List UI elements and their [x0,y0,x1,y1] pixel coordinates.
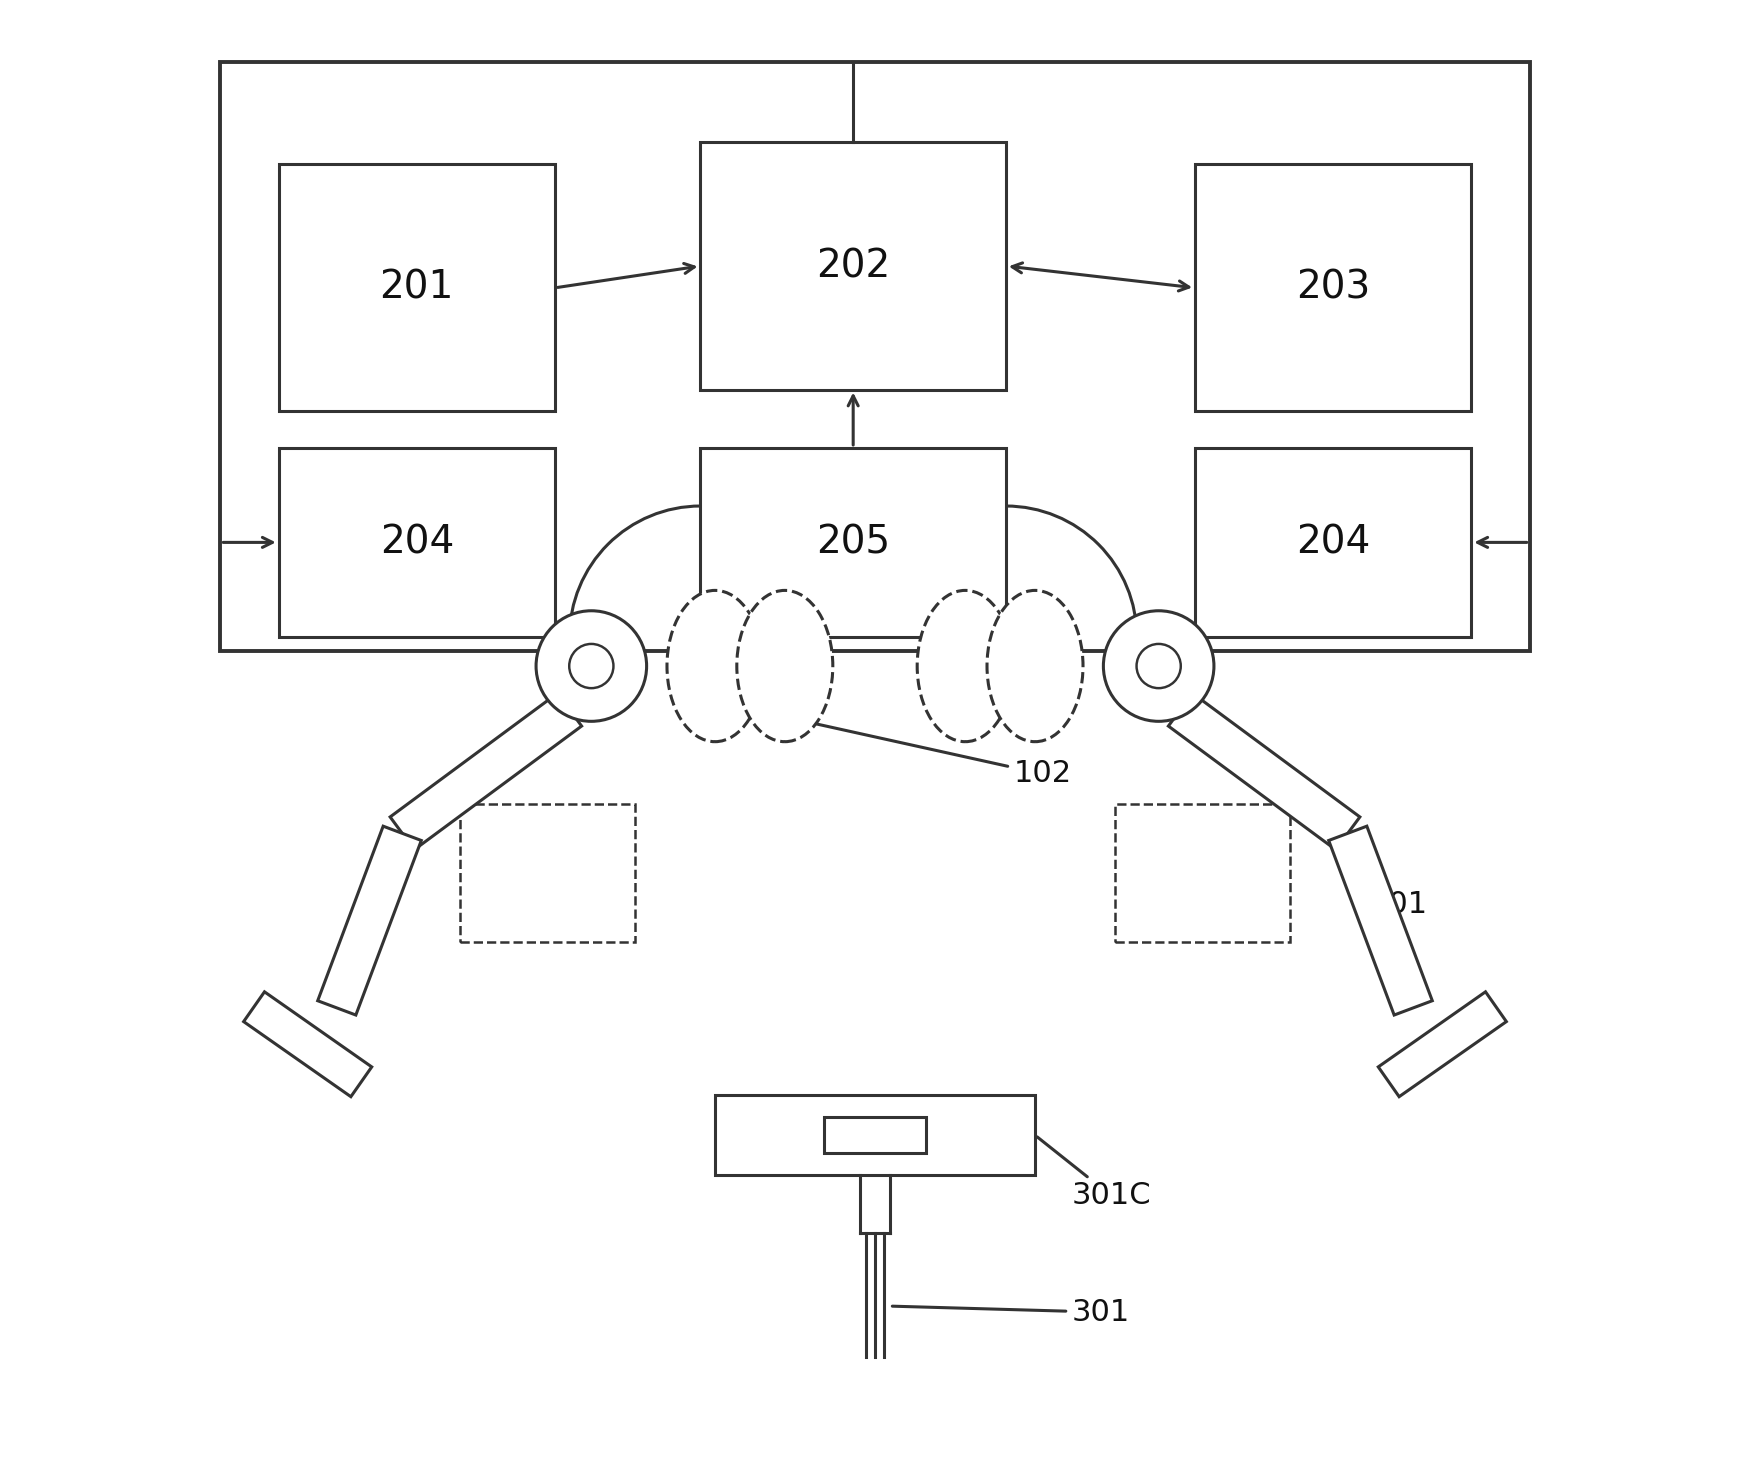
FancyBboxPatch shape [716,1096,1034,1175]
Polygon shape [1379,992,1507,1097]
Circle shape [536,610,646,721]
Ellipse shape [737,591,833,742]
Ellipse shape [667,591,763,742]
Circle shape [569,644,614,688]
Text: 301: 301 [892,1298,1130,1327]
Text: 201: 201 [380,269,453,307]
FancyBboxPatch shape [1195,448,1472,636]
Text: 204: 204 [380,524,453,562]
FancyBboxPatch shape [460,805,635,942]
FancyBboxPatch shape [278,448,555,636]
Polygon shape [243,992,371,1097]
Ellipse shape [987,591,1083,742]
FancyBboxPatch shape [824,1116,926,1153]
Text: 204: 204 [1297,524,1370,562]
Text: 101: 101 [1370,891,1428,961]
FancyBboxPatch shape [278,164,555,411]
FancyBboxPatch shape [700,448,1006,636]
Circle shape [1104,610,1214,721]
Polygon shape [1328,827,1432,1015]
Polygon shape [318,827,422,1015]
FancyBboxPatch shape [1195,164,1472,411]
Text: 202: 202 [816,247,891,285]
Ellipse shape [917,591,1013,742]
Polygon shape [1169,693,1360,850]
Polygon shape [390,693,581,850]
Text: 203: 203 [1297,269,1370,307]
FancyBboxPatch shape [700,142,1006,389]
Text: 102: 102 [788,717,1071,789]
Text: 301C: 301C [1038,1137,1152,1210]
Circle shape [1136,644,1181,688]
Text: 205: 205 [816,524,891,562]
FancyBboxPatch shape [220,63,1530,651]
FancyBboxPatch shape [1115,805,1290,942]
